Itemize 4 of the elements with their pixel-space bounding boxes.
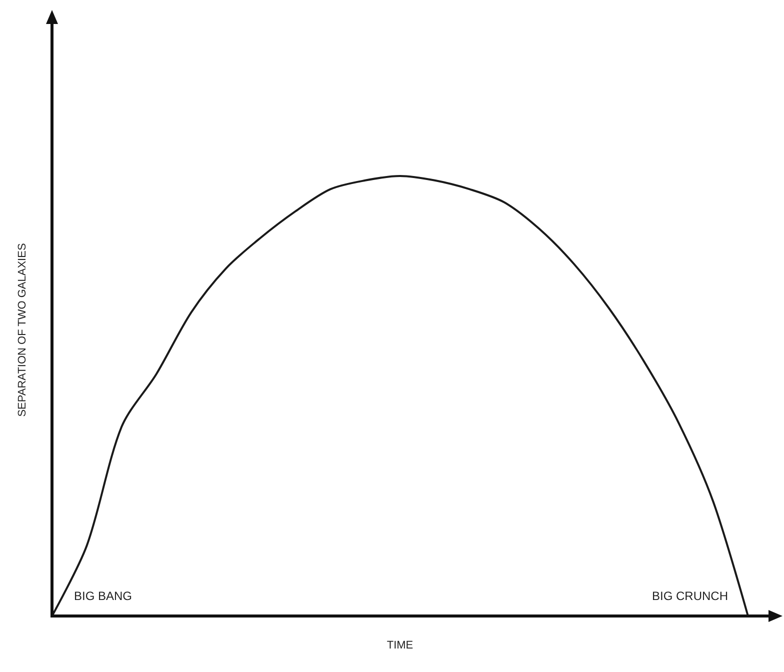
- annotation: BIG BANG: [74, 589, 132, 603]
- annotation: BIG CRUNCH: [652, 589, 728, 603]
- x-axis-title: TIME: [386, 640, 414, 652]
- y-axis-title: SEPARATION OF TWO GALAXIES: [16, 243, 28, 417]
